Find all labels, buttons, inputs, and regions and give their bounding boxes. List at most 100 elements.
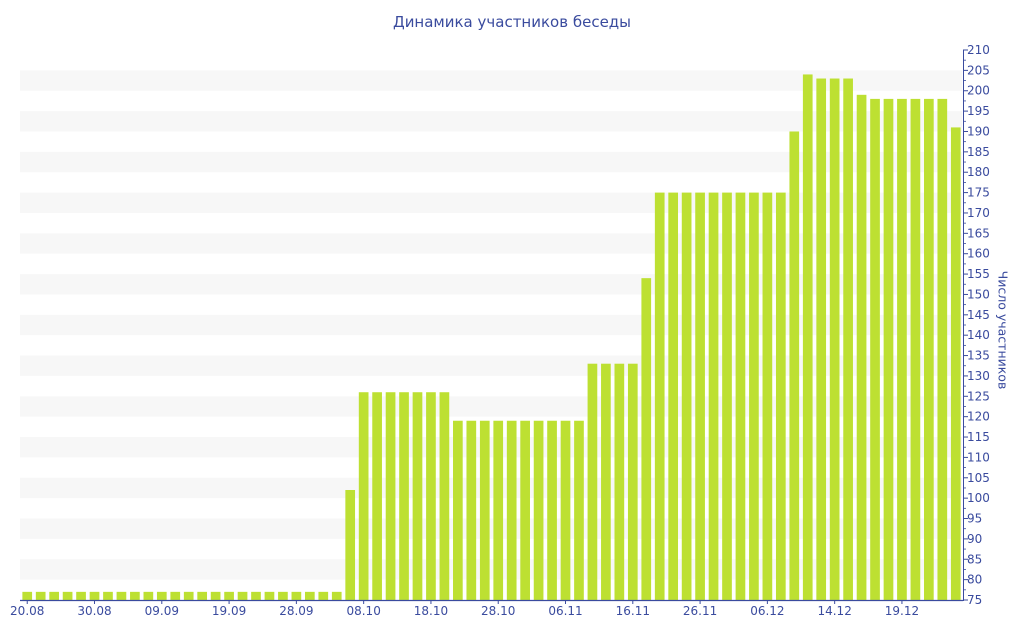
y-tick-label: 100 — [967, 491, 990, 505]
x-tick-label: 09.09 — [145, 604, 179, 618]
bar — [453, 420, 463, 600]
bar — [506, 420, 517, 600]
y-tick-label: 200 — [967, 84, 990, 98]
bar — [560, 420, 571, 600]
y-tick-label: 195 — [967, 104, 990, 118]
x-tick-label: 06.12 — [750, 604, 784, 618]
bar — [22, 591, 33, 600]
bar — [89, 591, 100, 600]
bar — [681, 192, 692, 600]
bar — [130, 591, 140, 600]
bar — [533, 420, 544, 600]
bar — [574, 420, 584, 600]
bar — [843, 78, 853, 601]
bar — [210, 591, 221, 600]
bar — [749, 192, 759, 600]
bar — [587, 363, 598, 600]
y-tick-label: 115 — [967, 430, 990, 444]
bar — [897, 98, 907, 600]
bar — [802, 74, 813, 600]
bar — [856, 94, 867, 600]
bar — [345, 490, 356, 600]
bar — [318, 591, 329, 600]
bar — [291, 591, 302, 600]
bar — [183, 591, 194, 600]
bar — [601, 363, 611, 600]
y-tick-label: 175 — [967, 186, 990, 200]
bar — [910, 98, 921, 600]
bar — [547, 420, 557, 600]
x-tick-label: 28.10 — [481, 604, 515, 618]
bar — [49, 591, 59, 600]
y-tick-label: 170 — [967, 206, 990, 220]
bar — [304, 591, 315, 600]
bar — [439, 392, 450, 600]
bar — [762, 192, 773, 600]
y-tick-label: 205 — [967, 63, 990, 77]
y-tick-label: 80 — [967, 573, 982, 587]
bar — [627, 363, 638, 600]
bar — [829, 78, 840, 601]
bar — [950, 127, 961, 600]
bar — [735, 192, 746, 600]
bar — [35, 591, 46, 600]
y-tick-label: 120 — [967, 410, 990, 424]
y-tick-label: 150 — [967, 287, 990, 301]
y-tick-label: 85 — [967, 552, 982, 566]
y-tick-label: 210 — [967, 43, 990, 57]
bar — [426, 392, 436, 600]
bar — [76, 591, 86, 600]
y-tick-label: 75 — [967, 593, 982, 607]
y-tick-label: 95 — [967, 512, 982, 526]
bar — [654, 192, 665, 600]
y-tick-label: 125 — [967, 389, 990, 403]
bar — [775, 192, 786, 600]
bar — [708, 192, 719, 600]
bar — [789, 131, 800, 600]
bar — [479, 420, 490, 600]
bar — [668, 192, 679, 600]
y-axis-label: Число участников — [995, 270, 1011, 390]
y-tick-label: 180 — [967, 165, 990, 179]
bar — [156, 591, 167, 600]
y-tick-label: 185 — [967, 145, 990, 159]
bar — [722, 192, 732, 600]
y-tick-label: 110 — [967, 450, 990, 464]
x-tick-label: 20.08 — [10, 604, 44, 618]
bar — [224, 591, 234, 600]
bar — [197, 591, 208, 600]
x-tick-label: 19.12 — [885, 604, 919, 618]
bar — [358, 392, 369, 600]
bar — [937, 98, 948, 600]
bar — [237, 591, 248, 600]
bar — [466, 420, 477, 600]
x-tick-label: 06.11 — [548, 604, 582, 618]
x-tick-label: 30.08 — [77, 604, 111, 618]
bar — [816, 78, 827, 601]
grid-band — [20, 70, 962, 91]
x-tick-label: 26.11 — [683, 604, 717, 618]
bar — [62, 591, 73, 600]
bar — [870, 98, 880, 600]
x-tick-label: 08.10 — [346, 604, 380, 618]
grid-band — [20, 111, 962, 132]
bar — [251, 591, 261, 600]
bar — [103, 591, 113, 600]
grid-band — [20, 151, 962, 173]
chart-title: Динамика участников беседы — [392, 13, 632, 31]
bar — [520, 420, 530, 600]
bar — [385, 392, 396, 600]
y-tick-label: 190 — [967, 124, 990, 138]
y-tick-label: 155 — [967, 267, 990, 281]
bar — [143, 591, 154, 600]
bar — [116, 591, 127, 600]
y-tick-label: 105 — [967, 471, 990, 485]
bar — [264, 591, 275, 600]
bar — [641, 278, 652, 600]
bar — [372, 392, 382, 600]
y-tick-label: 140 — [967, 328, 990, 342]
bar — [170, 591, 181, 600]
bar — [412, 392, 423, 600]
bar — [614, 363, 625, 600]
